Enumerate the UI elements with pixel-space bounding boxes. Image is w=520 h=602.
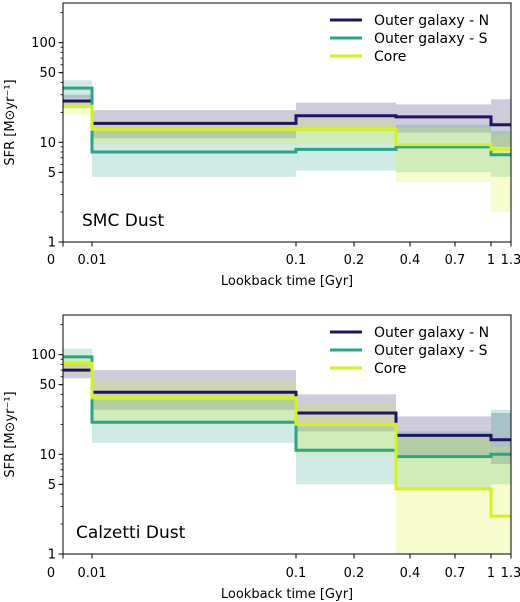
y-tick-label: 100 (31, 36, 56, 51)
axes-frame (62, 314, 512, 555)
legend-label-core: Core (374, 49, 406, 65)
x-tick-label: 0.01 (78, 253, 107, 268)
x-tick-label: 0 (47, 566, 55, 581)
x-tick-label: 0.1 (286, 253, 307, 268)
legend-label-core: Core (374, 361, 406, 377)
legend: Outer galaxy - N Outer galaxy - S Core (330, 325, 489, 377)
y-tick-label: 1 (48, 548, 56, 563)
uncertainty-band-core-bin-3 (396, 127, 491, 182)
x-tick-label: 0 (47, 253, 55, 268)
y-tick-label: 50 (39, 378, 56, 393)
uncertainty-band-outer-galaxy-n-bin-3 (396, 104, 491, 133)
uncertainty-band-core-bin-4 (491, 446, 511, 554)
uncertainty-band-core-bin-1 (92, 380, 296, 425)
y-tick-label: 10 (39, 136, 56, 151)
uncertainty-band-core-bin-3 (396, 436, 491, 554)
uncertainty-band-outer-galaxy-s-bin-2 (296, 426, 396, 485)
x-tick-label: 1 (487, 253, 495, 268)
x-tick-label: 0.01 (78, 566, 107, 581)
legend-label-outer-galaxy-s: Outer galaxy - S (374, 31, 488, 47)
panel-smc-dust: 1 5 10 50 100 0 0.01 0.1 0.2 0.4 0.7 1 1.3 Lookback t… (3, 2, 520, 289)
x-tick-label: 0.7 (445, 253, 466, 268)
y-axis-label: SFR [M⊙yr⁻¹] (3, 391, 18, 477)
panel-label: SMC Dust (82, 211, 164, 231)
uncertainty-band-outer-galaxy-n-bin-4 (491, 99, 511, 147)
series-line-core (63, 104, 511, 151)
uncertainty-band-outer-galaxy-s-bin-4 (491, 409, 511, 485)
legend-label-outer-galaxy-s: Outer galaxy - S (374, 343, 488, 359)
y-tick-label: 50 (39, 66, 56, 81)
y-tick-label: 5 (48, 478, 56, 493)
uncertainty-band-outer-galaxy-s-bin-3 (396, 124, 491, 173)
x-tick-label: 0.7 (445, 566, 466, 581)
x-tick-label: 1 (487, 566, 495, 581)
uncertainty-band-outer-galaxy-n-bin-1 (92, 370, 296, 410)
x-tick-label: 1.3 (501, 253, 520, 268)
legend-label-outer-galaxy-n: Outer galaxy - N (374, 325, 489, 341)
uncertainty-band-core-bin-2 (296, 119, 396, 145)
y-tick-label: 100 (31, 348, 56, 363)
series-line-core (63, 361, 511, 518)
uncertainty-band-outer-galaxy-s-bin-3 (396, 431, 491, 489)
y-axis-label: SFR [M⊙yr⁻¹] (3, 79, 18, 165)
uncertainty-band-outer-galaxy-s-bin-1 (92, 130, 296, 177)
y-tick-label: 10 (39, 448, 56, 463)
x-tick-label: 0.2 (344, 566, 365, 581)
axes-frame (62, 2, 512, 243)
y-tick-label: 5 (48, 166, 56, 181)
panel-label: Calzetti Dust (76, 523, 186, 543)
x-tick-label: 0.4 (400, 566, 421, 581)
x-tick-label: 1.3 (501, 566, 520, 581)
legend-label-outer-galaxy-n: Outer galaxy - N (374, 13, 489, 29)
x-tick-label: 0.1 (286, 566, 307, 581)
panel-calzetti-dust: 1 5 10 50 100 0 0.01 0.1 0.2 0.4 0.7 1 1.3 Lookback t… (3, 314, 520, 602)
y-tick-label: 1 (48, 236, 56, 251)
x-axis-label: Lookback time [Gyr] (221, 274, 353, 289)
x-axis-label: Lookback time [Gyr] (221, 587, 353, 602)
legend: Outer galaxy - N Outer galaxy - S Core (330, 13, 489, 65)
uncertainty-band-core-bin-4 (491, 134, 511, 212)
x-tick-label: 0.4 (400, 253, 421, 268)
x-tick-label: 0.2 (344, 253, 365, 268)
